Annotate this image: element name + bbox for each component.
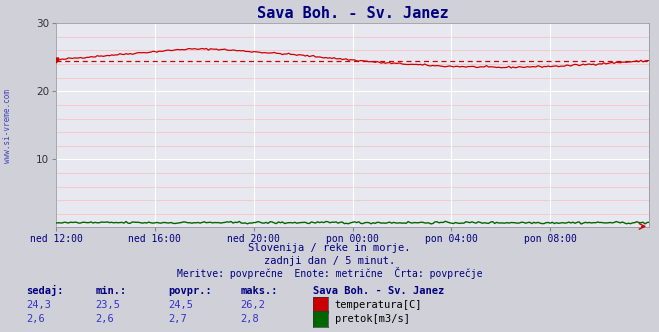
- Title: Sava Boh. - Sv. Janez: Sava Boh. - Sv. Janez: [257, 6, 448, 21]
- Text: 24,5: 24,5: [168, 300, 193, 310]
- Text: 24,3: 24,3: [26, 300, 51, 310]
- Text: 2,7: 2,7: [168, 314, 186, 324]
- Text: www.si-vreme.com: www.si-vreme.com: [3, 89, 13, 163]
- Text: 2,6: 2,6: [96, 314, 114, 324]
- Text: 2,6: 2,6: [26, 314, 45, 324]
- Text: temperatura[C]: temperatura[C]: [335, 300, 422, 310]
- Text: min.:: min.:: [96, 286, 127, 296]
- Text: sedaj:: sedaj:: [26, 285, 64, 296]
- Text: pretok[m3/s]: pretok[m3/s]: [335, 314, 410, 324]
- Text: zadnji dan / 5 minut.: zadnji dan / 5 minut.: [264, 256, 395, 266]
- Text: 26,2: 26,2: [241, 300, 266, 310]
- Text: 23,5: 23,5: [96, 300, 121, 310]
- Text: 2,8: 2,8: [241, 314, 259, 324]
- Text: Sava Boh. - Sv. Janez: Sava Boh. - Sv. Janez: [313, 286, 444, 296]
- Text: povpr.:: povpr.:: [168, 286, 212, 296]
- Text: maks.:: maks.:: [241, 286, 278, 296]
- Text: Slovenija / reke in morje.: Slovenija / reke in morje.: [248, 243, 411, 253]
- Text: Meritve: povprečne  Enote: metrične  Črta: povprečje: Meritve: povprečne Enote: metrične Črta:…: [177, 267, 482, 279]
